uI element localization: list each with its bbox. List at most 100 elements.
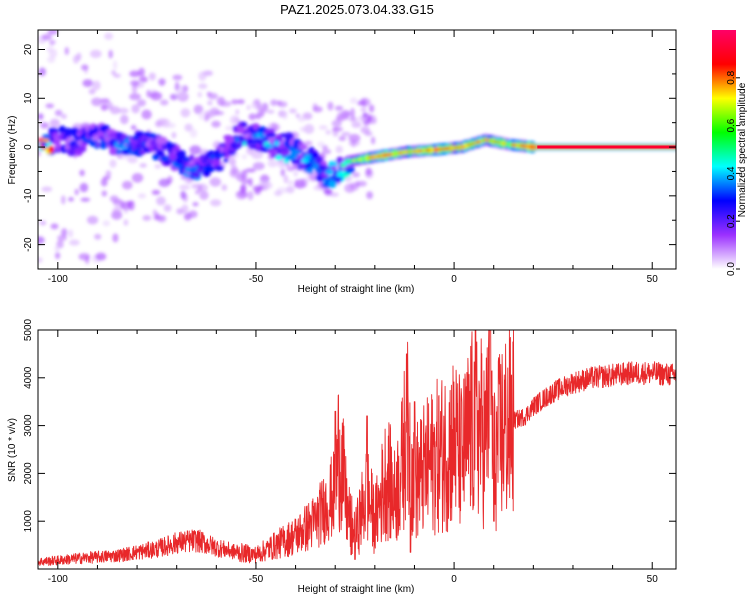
spectrogram-cell <box>352 172 360 178</box>
spectrogram-cell <box>246 138 255 144</box>
spectrogram-cell <box>78 253 91 261</box>
spectrogram-cell <box>335 145 343 154</box>
spectrogram-cell <box>102 220 111 227</box>
spectrogram-cell <box>193 104 204 115</box>
spectrogram-cell <box>251 100 261 110</box>
spectrogram-y-tick-label: 20 <box>23 44 34 56</box>
spectrogram-cell <box>101 190 108 197</box>
spectrogram-cell <box>54 109 63 117</box>
spectrogram-cell <box>366 191 373 200</box>
spectrogram-cell <box>64 47 69 55</box>
spectrogram-cell <box>198 71 207 81</box>
spectrogram-cell <box>266 109 275 114</box>
spectrogram-cell <box>47 56 56 63</box>
spectrogram-cell <box>100 178 108 187</box>
spectrogram-cell <box>180 108 191 118</box>
spectrogram-cell <box>120 114 129 125</box>
spectrogram-cell <box>91 97 103 107</box>
spectrogram-x-tick-label: -50 <box>249 274 264 285</box>
spectrogram-y-tick-label: -20 <box>23 237 34 252</box>
spectrogram-cell <box>41 186 53 192</box>
spectrogram-cell <box>350 107 355 118</box>
spectrogram-cell <box>112 233 119 243</box>
spectrogram-cell <box>159 82 165 87</box>
spectrogram-cell <box>332 127 344 132</box>
spectrogram-cell <box>341 131 351 137</box>
spectrogram-cell <box>282 111 288 120</box>
spectrogram-cell <box>338 136 346 141</box>
spectrogram-cell <box>321 148 332 155</box>
spectrogram-cell <box>240 185 246 194</box>
spectrogram-cell <box>191 183 203 190</box>
snr-y-tick-label: 4000 <box>23 366 34 389</box>
spectrogram-cell <box>299 126 308 132</box>
spectrogram-cell <box>47 30 58 35</box>
spectrogram-cell <box>129 93 141 101</box>
spectrogram-cell <box>159 99 169 106</box>
spectrogram-cell <box>297 116 306 122</box>
spectrogram-cell <box>312 106 323 113</box>
spectrogram-cell <box>174 81 180 91</box>
spectrogram-cell <box>241 178 251 184</box>
spectrogram-cell <box>325 130 331 135</box>
spectrogram-cell <box>267 148 276 153</box>
spectrogram-cell <box>197 91 203 98</box>
snr-x-label: Height of straight line (km) <box>298 584 415 595</box>
spectrogram-cell <box>304 140 313 146</box>
spectrogram-cell <box>214 165 224 172</box>
spectrogram-y-tick-label: 10 <box>23 92 34 104</box>
spectrogram-cell <box>220 101 232 107</box>
snr-series-line <box>38 330 676 566</box>
spectrogram-cell <box>309 151 319 159</box>
spectrogram-cell <box>109 159 117 168</box>
spectrogram-cell <box>198 83 208 90</box>
spectrogram-cell <box>267 159 278 168</box>
spectrogram-cell <box>331 119 342 128</box>
spectrogram-cell <box>277 144 286 150</box>
spectrogram-cell <box>318 125 328 130</box>
spectrogram-cell <box>273 141 280 146</box>
spectrogram-cell <box>55 252 61 260</box>
spectrogram-cell <box>131 104 140 114</box>
spectrogram-cell <box>278 101 288 108</box>
spectrogram-cell <box>100 103 108 111</box>
spectrogram-cell <box>270 122 278 131</box>
spectrogram-cell <box>346 165 355 174</box>
spectrogram-cell <box>112 198 124 207</box>
spectrogram-cell <box>241 154 247 160</box>
snr-panel: -100 -50 0 50 1000 2000 3000 4000 5000 Height of… <box>7 318 677 595</box>
spectrogram-cell <box>137 193 147 199</box>
spectrogram-cell <box>46 47 53 52</box>
spectrogram-cell <box>295 113 301 118</box>
spectrogram-cell <box>211 120 221 128</box>
spectrogram-cell <box>68 229 74 238</box>
spectrogram-cell <box>79 169 85 177</box>
spectrogram-cell <box>223 158 229 163</box>
spectrogram-cell <box>131 173 144 183</box>
spectrogram-cell <box>286 166 296 172</box>
spectrogram-cell <box>49 39 56 45</box>
spectrogram-cell <box>113 73 121 78</box>
spectrogram-cell <box>171 132 177 139</box>
spectrogram-cell <box>308 158 316 164</box>
spectrogram-cell <box>122 180 133 190</box>
spectrogram-cell <box>264 181 273 190</box>
spectrogram-cell <box>265 133 277 138</box>
spectrogram-cell <box>247 190 254 201</box>
spectrogram-cell <box>163 204 172 212</box>
spectrogram-cell <box>248 144 258 150</box>
spectrogram-cell <box>105 170 112 178</box>
spectrogram-cell <box>303 154 312 160</box>
spectrogram-cell <box>41 33 53 41</box>
spectrogram-cell <box>157 136 168 146</box>
spectrogram-cell <box>283 174 289 184</box>
spectrogram-cell <box>265 143 274 149</box>
spectrogram-cell <box>353 186 359 191</box>
spectrogram-cell <box>241 121 248 127</box>
spectrogram-cell <box>192 202 199 207</box>
spectrogram-cell <box>235 109 240 115</box>
snr-frame <box>37 329 677 570</box>
spectrogram-cell <box>156 214 167 223</box>
spectrogram-cell <box>261 146 268 152</box>
spectrogram-cell <box>61 195 66 205</box>
